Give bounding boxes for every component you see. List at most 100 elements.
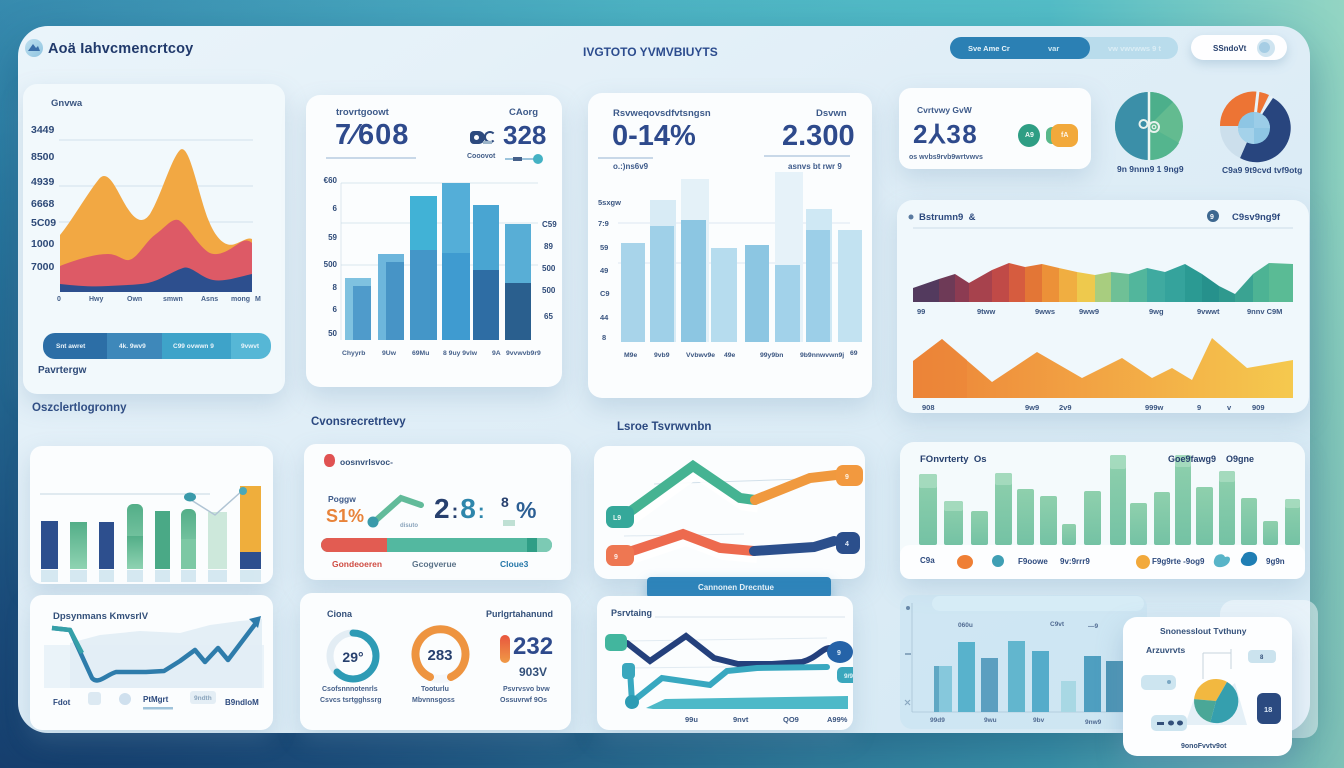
svg-text:283: 283	[427, 647, 452, 664]
svg-text:8: 8	[1260, 655, 1264, 661]
svg-text:99d9: 99d9	[930, 717, 945, 724]
svg-text:908: 908	[922, 403, 935, 412]
svg-text:9w9: 9w9	[1025, 403, 1039, 412]
svg-text:500: 500	[324, 260, 338, 269]
svg-text:49: 49	[600, 266, 608, 275]
svg-text:060u: 060u	[958, 622, 973, 629]
svg-text:909: 909	[1252, 403, 1265, 412]
svg-text:0: 0	[57, 296, 61, 303]
svg-text:8: 8	[333, 283, 338, 292]
svg-text:999w: 999w	[1145, 403, 1164, 412]
svg-text:9bv: 9bv	[1033, 717, 1045, 724]
svg-text:6: 6	[333, 204, 338, 213]
svg-text:C9a: C9a	[920, 556, 935, 565]
svg-text:8 9uy 9vlw: 8 9uy 9vlw	[443, 350, 478, 357]
svg-text:5C09: 5C09	[31, 217, 56, 229]
svg-text:F9oowe: F9oowe	[1018, 557, 1048, 566]
svg-text:Pavrtergw: Pavrtergw	[38, 365, 87, 376]
svg-text:v: v	[1227, 403, 1232, 412]
svg-text:9Uw: 9Uw	[382, 350, 397, 357]
svg-text:Own: Own	[127, 296, 142, 303]
svg-text:99y9bn: 99y9bn	[760, 352, 783, 359]
svg-text:9: 9	[837, 650, 841, 657]
svg-text:2v9: 2v9	[1059, 403, 1072, 412]
svg-text:9nw9: 9nw9	[1085, 719, 1102, 726]
svg-text:PtMgrt: PtMgrt	[143, 695, 169, 704]
svg-text:9vvwvb9r9: 9vvwvb9r9	[506, 350, 541, 357]
svg-text:disuto: disuto	[400, 523, 418, 529]
svg-text:18: 18	[1264, 705, 1272, 714]
svg-text:69Mu: 69Mu	[412, 350, 429, 357]
svg-text:F9g9rte -9og9: F9g9rte -9og9	[1152, 557, 1205, 566]
svg-text:9wg: 9wg	[1149, 307, 1164, 316]
svg-text:9v:9rrr9: 9v:9rrr9	[1060, 557, 1090, 566]
svg-text:9ndth: 9ndth	[194, 695, 212, 702]
svg-text:Fdot: Fdot	[53, 698, 71, 707]
svg-text:9: 9	[614, 554, 618, 561]
svg-text:C59: C59	[542, 220, 557, 229]
svg-text:5sxgw: 5sxgw	[598, 198, 621, 207]
svg-text:9ww9: 9ww9	[1079, 307, 1099, 316]
svg-text:89: 89	[544, 242, 553, 251]
svg-text:C9vt: C9vt	[1050, 621, 1065, 628]
svg-text:M: M	[255, 296, 261, 303]
svg-text:4k. 9wv9: 4k. 9wv9	[119, 343, 146, 350]
svg-text:7:9: 7:9	[598, 219, 609, 228]
svg-text:9: 9	[1210, 214, 1214, 221]
svg-text:B9ndloM: B9ndloM	[225, 698, 259, 707]
svg-text:99u: 99u	[685, 715, 698, 724]
svg-text:69: 69	[850, 350, 858, 357]
svg-text:500: 500	[542, 286, 556, 295]
svg-text:59: 59	[328, 233, 337, 242]
svg-text:Vvbwv9e: Vvbwv9e	[686, 352, 715, 359]
svg-text:1000: 1000	[31, 238, 55, 250]
svg-text:9: 9	[1197, 403, 1201, 412]
svg-text:59: 59	[600, 243, 608, 252]
svg-text:6: 6	[333, 305, 338, 314]
svg-text:—9: —9	[1088, 623, 1099, 630]
svg-text:9A: 9A	[492, 350, 501, 357]
svg-text:4939: 4939	[31, 176, 55, 188]
svg-text:9nnv C9M: 9nnv C9M	[1247, 307, 1282, 316]
svg-text:QO9: QO9	[783, 715, 799, 724]
svg-text:C9: C9	[600, 289, 610, 298]
svg-text:9vwvt: 9vwvt	[241, 343, 260, 350]
svg-text:9vb9: 9vb9	[654, 352, 670, 359]
svg-text:4: 4	[845, 541, 849, 548]
svg-text:500: 500	[542, 264, 556, 273]
svg-text:L9: L9	[613, 515, 621, 522]
svg-text:44: 44	[600, 313, 609, 322]
svg-text:Snt awret: Snt awret	[56, 343, 86, 350]
svg-text:C99 ovwwn 9: C99 ovwwn 9	[173, 343, 214, 350]
svg-text:65: 65	[544, 312, 553, 321]
svg-text:smwn: smwn	[163, 296, 183, 303]
svg-text:9vwwt: 9vwwt	[1197, 307, 1220, 316]
svg-text:49e: 49e	[724, 352, 736, 359]
svg-text:A99%: A99%	[827, 715, 848, 724]
svg-text:29°: 29°	[342, 649, 363, 665]
svg-text:Asns: Asns	[201, 296, 218, 303]
svg-text:8: 8	[602, 333, 606, 342]
svg-text:8500: 8500	[31, 151, 55, 163]
svg-text:Dpsynmans KmvsrlV: Dpsynmans KmvsrlV	[53, 611, 149, 622]
svg-text:9wws: 9wws	[1035, 307, 1055, 316]
svg-text:7000: 7000	[31, 261, 55, 273]
svg-text:9nvt: 9nvt	[733, 715, 749, 724]
svg-text:Hwy: Hwy	[89, 296, 104, 303]
svg-text:9tww: 9tww	[977, 307, 996, 316]
svg-text:6668: 6668	[31, 198, 55, 210]
svg-text:9b9nnwvwn9j: 9b9nnwvwn9j	[800, 352, 844, 359]
svg-text:mong: mong	[231, 296, 250, 303]
svg-text:€60: €60	[324, 176, 338, 185]
svg-text:Gnvwa: Gnvwa	[51, 98, 83, 109]
svg-text:9/9: 9/9	[844, 673, 853, 680]
svg-text:Chyyrb: Chyyrb	[342, 350, 365, 357]
svg-text:M9e: M9e	[624, 352, 637, 359]
svg-text:3449: 3449	[31, 124, 55, 136]
svg-text:9onoFvvtv9ot: 9onoFvvtv9ot	[1181, 743, 1227, 750]
svg-text:9wu: 9wu	[984, 717, 997, 724]
svg-text:9g9n: 9g9n	[1266, 557, 1285, 566]
svg-text:99: 99	[917, 307, 925, 316]
svg-text:9: 9	[845, 474, 849, 481]
svg-text:50: 50	[328, 329, 337, 338]
